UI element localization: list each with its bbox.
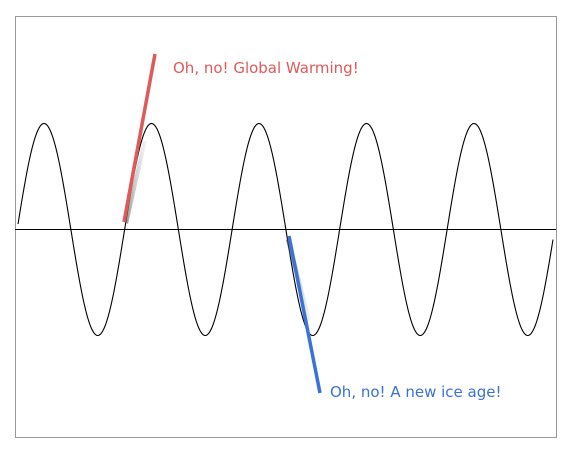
warming-pointer-line xyxy=(122,53,157,223)
sine-wave xyxy=(17,122,554,337)
warming-pointer-shadow xyxy=(124,141,147,224)
global-warming-label: Oh, no! Global Warming! xyxy=(173,59,359,77)
ice-age-label: Oh, no! A new ice age! xyxy=(330,383,502,401)
ice-age-pointer-line xyxy=(287,235,322,394)
plot-frame xyxy=(15,16,557,438)
